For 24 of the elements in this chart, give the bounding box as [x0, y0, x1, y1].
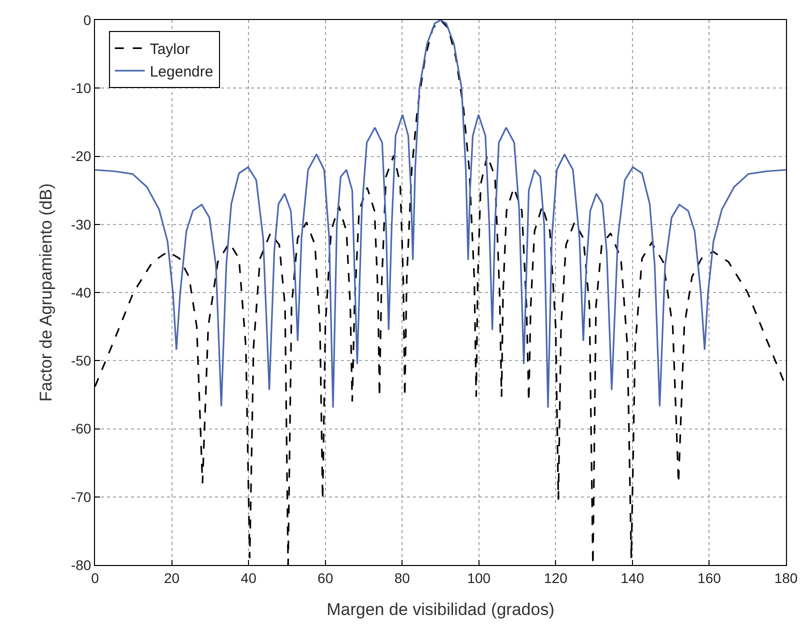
line-series — [95, 20, 786, 408]
y-tick-label: -50 — [70, 352, 92, 369]
legend-label: Taylor — [150, 41, 190, 58]
x-tick-label: 60 — [318, 570, 334, 586]
x-tick-label: 80 — [394, 570, 410, 586]
x-tick-label: 120 — [544, 570, 568, 586]
x-tick-label: 180 — [774, 570, 798, 586]
y-tick-label: -30 — [70, 216, 92, 232]
x-axis-title: Margen de visibilidad (grados) — [326, 600, 554, 620]
y-tick-label: -10 — [70, 80, 92, 96]
x-tick-label: 100 — [467, 570, 491, 586]
legend-label: Legendre — [150, 64, 214, 80]
line-series — [95, 20, 786, 565]
x-tick-label: 140 — [620, 570, 644, 586]
y-tick-label: -80 — [70, 556, 92, 573]
x-tick-label: 20 — [164, 570, 180, 586]
x-tick-label: 40 — [240, 570, 257, 586]
y-tick-label: 0 — [83, 12, 92, 28]
y-axis-title: Factor de Agrupamiento (dB) — [36, 183, 56, 402]
y-tick-label: -20 — [70, 148, 92, 164]
y-tick-label: -40 — [70, 284, 92, 300]
x-tick-label: 160 — [698, 570, 722, 586]
y-tick-label: -70 — [70, 488, 92, 505]
y-tick-label: -60 — [70, 420, 92, 437]
